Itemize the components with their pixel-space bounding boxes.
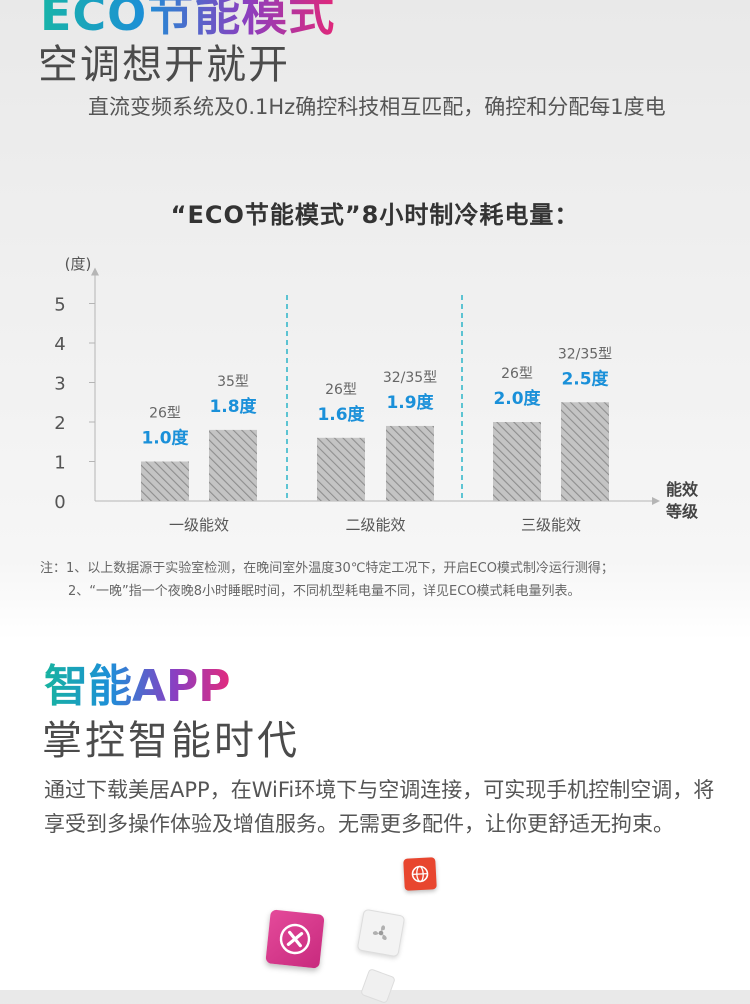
y-tick-label: 4 bbox=[54, 334, 65, 355]
eco-subheading: 空调想开就开 bbox=[38, 42, 290, 88]
tools-icon bbox=[265, 909, 325, 969]
bar bbox=[493, 422, 541, 501]
y-tick-label: 1 bbox=[54, 453, 65, 474]
y-axis-label: (度) bbox=[65, 255, 92, 273]
bar-model-label: 26型 bbox=[325, 382, 357, 398]
eco-description: 直流变频系统及0.1Hz确控科技相互匹配，确控和分配每1度电 bbox=[88, 95, 666, 119]
y-axis-arrow bbox=[91, 267, 99, 276]
category-label: 一级能效 bbox=[169, 516, 229, 534]
bar bbox=[317, 437, 365, 501]
smart-app-subheading: 掌控智能时代 bbox=[42, 718, 300, 764]
y-tick-label: 5 bbox=[54, 295, 65, 316]
bar bbox=[561, 402, 609, 501]
bar-model-label: 35型 bbox=[217, 374, 249, 390]
bar-model-label: 32/35型 bbox=[383, 370, 437, 386]
bar-value-label: 2.0度 bbox=[493, 388, 541, 409]
bar-model-label: 32/35型 bbox=[558, 346, 612, 362]
bar bbox=[209, 429, 257, 501]
bar-value-label: 1.6度 bbox=[317, 404, 365, 425]
x-axis-arrow bbox=[652, 497, 660, 505]
chart-title: “ECO节能模式”8小时制冷耗电量： bbox=[170, 201, 580, 229]
eco-mode-heading: ECO节能模式 bbox=[40, 0, 335, 44]
globe-icon bbox=[403, 857, 437, 891]
partial-app-icon bbox=[360, 968, 396, 1004]
smart-app-description: 通过下载美居APP，在WiFi环境下与空调连接，可实现手机控制空调，将享受到多操… bbox=[44, 778, 715, 836]
category-label: 二级能效 bbox=[345, 516, 405, 534]
bar-value-label: 2.5度 bbox=[561, 368, 609, 389]
bar-value-label: 1.8度 bbox=[209, 396, 257, 417]
y-tick-label: 3 bbox=[54, 374, 65, 395]
smart-app-heading: 智能APP bbox=[44, 650, 231, 714]
y-tick-label: 2 bbox=[54, 413, 65, 434]
bar bbox=[141, 461, 189, 501]
category-label: 三级能效 bbox=[521, 516, 581, 534]
footnote-line-1: 注：1、以上数据源于实验室检测，在晚间室外温度30℃特定工况下，开启ECO模式制… bbox=[40, 561, 614, 576]
fan-icon bbox=[356, 908, 406, 958]
bar-model-label: 26型 bbox=[149, 406, 181, 422]
x-axis-label-line2: 等级 bbox=[665, 502, 699, 521]
x-axis-label-line1: 能效 bbox=[666, 480, 698, 499]
footnote-line-2: 2、“一晚”指一个夜晚8小时睡眠时间，不同机型耗电量不同，详见ECO模式耗电量列… bbox=[68, 584, 581, 599]
y-tick-label: 0 bbox=[54, 492, 65, 513]
bar-value-label: 1.0度 bbox=[141, 428, 189, 449]
bar bbox=[386, 425, 434, 501]
bar-value-label: 1.9度 bbox=[386, 392, 434, 413]
bar-model-label: 26型 bbox=[501, 366, 533, 382]
